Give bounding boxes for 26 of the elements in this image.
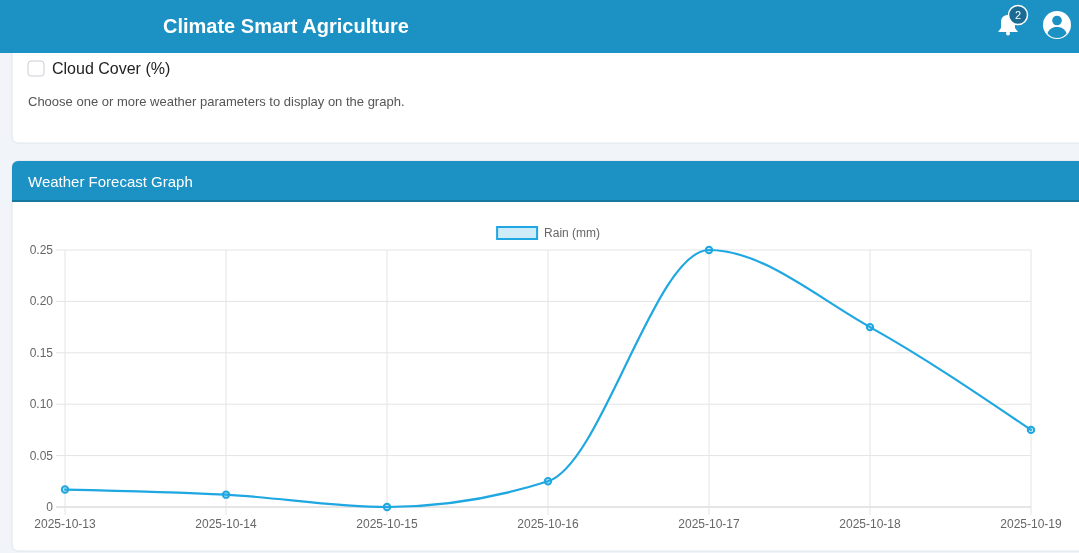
- y-tick-label: 0.05: [29, 448, 54, 463]
- point: [60, 485, 70, 494]
- x-tick-label: 2025-10-16: [517, 517, 580, 531]
- x-tick-label: 2025-10-17: [678, 517, 741, 531]
- text: 2: [1014, 9, 1022, 21]
- point: [221, 490, 231, 499]
- y-tick-label: 0.20: [29, 294, 54, 309]
- text: Choose one or more weather parameters to display on the graph.: [28, 94, 405, 109]
- y-tick-label: 0.15: [29, 345, 54, 360]
- point: [1026, 425, 1036, 435]
- point: [704, 245, 714, 255]
- y-tick-label: 0.10: [29, 397, 54, 412]
- text: Cloud Cover (%): [52, 60, 171, 77]
- legend-label: Rain (mm): [544, 226, 601, 240]
- x-tick-label: 2025-10-18: [839, 517, 902, 531]
- x-tick-label: 2025-10-14: [195, 517, 258, 531]
- y-tick-label: 0: [46, 500, 54, 514]
- x-tick-label: 2025-10-15: [356, 517, 419, 531]
- point: [382, 502, 392, 512]
- point: [543, 477, 553, 486]
- y-tick-label: 0.25: [29, 243, 54, 257]
- chart-title: Weather Forecast Graph: [28, 173, 193, 190]
- point: [865, 322, 875, 332]
- text: Climate Smart Agriculture: [163, 15, 409, 37]
- x-tick-label: 2025-10-13: [34, 517, 97, 531]
- x-tick-label: 2025-10-19: [1000, 517, 1063, 531]
